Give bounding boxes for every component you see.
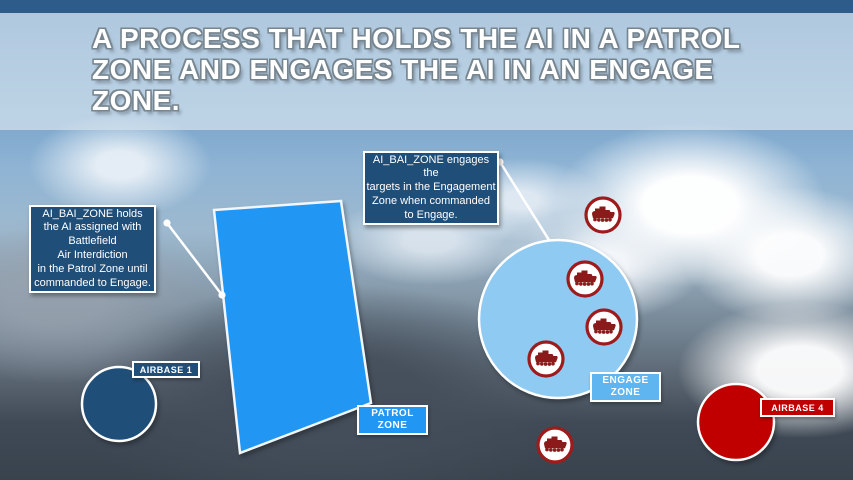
label-line: AIRBASE 4 (771, 402, 824, 413)
tank-target-icon (527, 340, 565, 378)
title-band: A PROCESS THAT HOLDS THE AI IN A PATROL … (0, 13, 853, 130)
label-line: ENGAGE (602, 375, 649, 386)
patrol-zone-shape (212, 199, 373, 455)
top-border-strip (0, 0, 853, 13)
callout-line: AI_BAI_ZONE holds (42, 207, 143, 220)
patrol-note-callout: AI_BAI_ZONE holds the AI assigned with B… (29, 205, 156, 293)
engage-note-callout: AI_BAI_ZONE engages the targets in the E… (363, 151, 499, 225)
label-line: AIRBASE 1 (139, 364, 193, 375)
tank-target-icon (536, 426, 574, 464)
airbase-4-label: AIRBASE 4 (760, 398, 835, 417)
tank-target-icon (585, 308, 623, 346)
patrol-zone-label: PATROL ZONE (357, 405, 428, 435)
title-line-1: A PROCESS THAT HOLDS THE AI IN A PATROL (92, 23, 741, 54)
airbase-1-shape (80, 365, 158, 443)
airbase-4-shape (696, 382, 776, 462)
label-line: PATROL (371, 408, 414, 419)
tank-target-icon (566, 260, 604, 298)
page-title: A PROCESS THAT HOLDS THE AI IN A PATROL … (92, 23, 812, 116)
callout-line: targets in the Engagement (366, 181, 496, 194)
callout-line: to Engage. (404, 208, 458, 221)
airbase-1-label: AIRBASE 1 (132, 361, 200, 378)
callout-line: Air Interdiction (57, 249, 128, 261)
label-line: ZONE (377, 420, 408, 431)
callout-line: the AI assigned with (43, 221, 142, 234)
label-line: ZONE (610, 387, 641, 398)
title-line-3: ZONE. (92, 85, 181, 116)
connector-patrol-note (163, 219, 226, 299)
callout-line: Zone when commanded (371, 194, 490, 207)
engage-zone-label: ENGAGE ZONE (590, 372, 661, 402)
title-line-2: ZONE AND ENGAGES THE AI IN AN ENGAGE (92, 54, 714, 85)
tank-target-icon (584, 196, 622, 234)
connector-engage-note (496, 158, 551, 241)
callout-line: in the Patrol Zone until (37, 262, 148, 275)
callout-line: Battlefield (68, 235, 117, 248)
callout-line: commanded to Engage. (34, 276, 151, 289)
callout-line: AI_BAI_ZONE engages the (372, 153, 490, 180)
